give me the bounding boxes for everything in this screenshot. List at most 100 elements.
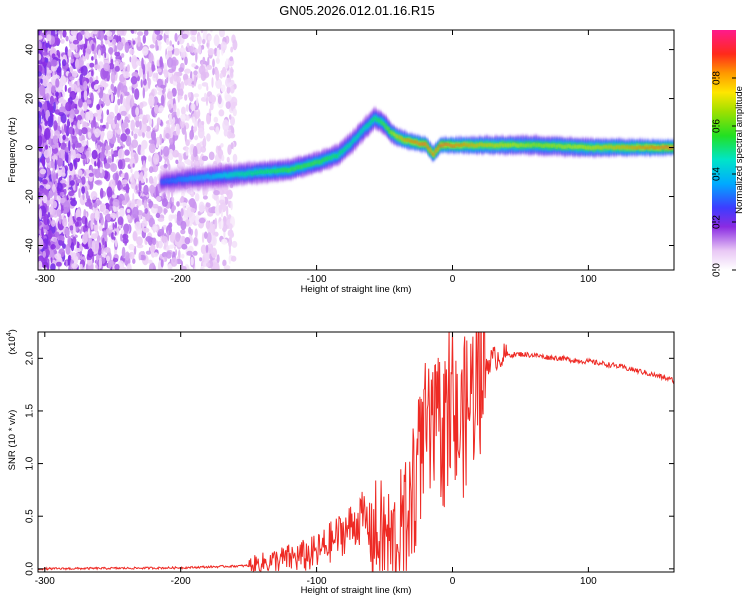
ridge-cell [233, 172, 237, 176]
ridge-cell [377, 118, 380, 124]
noise-speckle [116, 211, 118, 219]
ridge-cell [450, 143, 453, 147]
noise-speckle [218, 109, 225, 117]
snr-x-label: Height of straight line (km) [301, 585, 412, 596]
ridge-cell [587, 145, 590, 151]
ridge-cell [370, 119, 374, 122]
noise-speckle [74, 221, 79, 227]
ridge-cell [616, 146, 620, 148]
noise-speckle [229, 133, 236, 139]
noise-speckle [186, 42, 190, 48]
noise-speckle [75, 180, 78, 192]
ridge-cell [217, 174, 220, 177]
noise-speckle [122, 233, 129, 240]
noise-speckle [71, 263, 79, 269]
noise-speckle [230, 201, 233, 211]
ridge-cell [550, 144, 553, 147]
ridge-cell [237, 172, 240, 175]
ridge-cell [308, 163, 312, 166]
ridge-cell [649, 146, 652, 148]
ridge-cell [501, 144, 504, 147]
noise-speckle [84, 38, 88, 46]
noise-speckle [181, 63, 185, 68]
noise-speckle [71, 70, 78, 78]
ridge-cell [576, 145, 579, 148]
noise-speckle [93, 52, 97, 61]
ridge-cell [504, 144, 507, 146]
noise-speckle [114, 115, 118, 125]
noise-speckle [53, 101, 56, 112]
noise-speckle [73, 108, 79, 115]
ridge-cell [362, 127, 365, 130]
ridge-cell [585, 147, 589, 150]
noise-speckle [120, 53, 125, 58]
ridge-cell [654, 146, 657, 149]
ridge-cell [538, 144, 541, 146]
ridge-cell [274, 170, 277, 173]
noise-speckle [68, 254, 72, 261]
noise-speckle [198, 201, 205, 213]
noise-speckle [108, 225, 113, 230]
ridge-cell [577, 145, 581, 148]
noise-speckle [125, 251, 130, 261]
noise-speckle [60, 172, 66, 177]
noise-speckle [184, 94, 188, 101]
ridge-cell [561, 146, 564, 149]
noise-speckle [106, 31, 113, 37]
noise-speckle [59, 134, 63, 144]
noise-speckle [222, 259, 227, 267]
noise-speckle [39, 84, 46, 96]
noise-speckle [38, 134, 43, 147]
noise-speckle [212, 262, 220, 270]
noise-speckle [50, 263, 56, 270]
noise-speckle [155, 212, 161, 219]
ridge-cell [478, 143, 481, 146]
noise-speckle [96, 104, 101, 110]
noise-speckle [82, 53, 87, 62]
noise-speckle [176, 108, 180, 118]
noise-speckle [106, 186, 113, 198]
ridge-cell [387, 127, 390, 130]
ridge-cell [243, 173, 246, 176]
ridge-cell [209, 176, 212, 179]
noise-speckle [121, 246, 126, 259]
noise-speckle [142, 34, 146, 44]
noise-speckle [184, 79, 189, 85]
noise-speckle [75, 256, 79, 264]
ridge-cell [380, 119, 383, 125]
ridge-cell [656, 147, 659, 149]
ridge-cell [651, 146, 654, 148]
noise-speckle [111, 232, 114, 240]
noise-speckle [56, 261, 62, 267]
ridge-cell [269, 170, 272, 173]
noise-speckle [120, 133, 127, 142]
ridge-cell [502, 142, 506, 147]
noise-speckle [73, 224, 76, 237]
noise-speckle [193, 70, 198, 76]
noise-speckle [182, 73, 189, 82]
noise-speckle [135, 185, 138, 191]
noise-speckle [177, 95, 183, 100]
ridge-cell [352, 139, 356, 142]
noise-speckle [101, 248, 104, 255]
noise-speckle [136, 31, 144, 36]
ridge-cell [338, 151, 341, 157]
noise-speckle [201, 121, 205, 126]
noise-speckle [118, 83, 121, 91]
noise-speckle [145, 250, 152, 255]
ridge-cell [496, 144, 499, 146]
ridge-cell [479, 143, 483, 146]
noise-speckle [168, 222, 173, 229]
ridge-cell [594, 146, 597, 149]
noise-speckle [180, 81, 185, 91]
noise-speckle [148, 143, 156, 154]
ridge-cell [191, 176, 194, 183]
noise-speckle [38, 71, 42, 77]
noise-speckle [38, 40, 42, 51]
x-tick-label: 100 [580, 274, 597, 285]
noise-speckle [62, 59, 67, 67]
noise-speckle [122, 186, 130, 191]
noise-speckle [185, 104, 189, 112]
noise-speckle [164, 78, 167, 88]
ridge-cell [325, 157, 328, 160]
